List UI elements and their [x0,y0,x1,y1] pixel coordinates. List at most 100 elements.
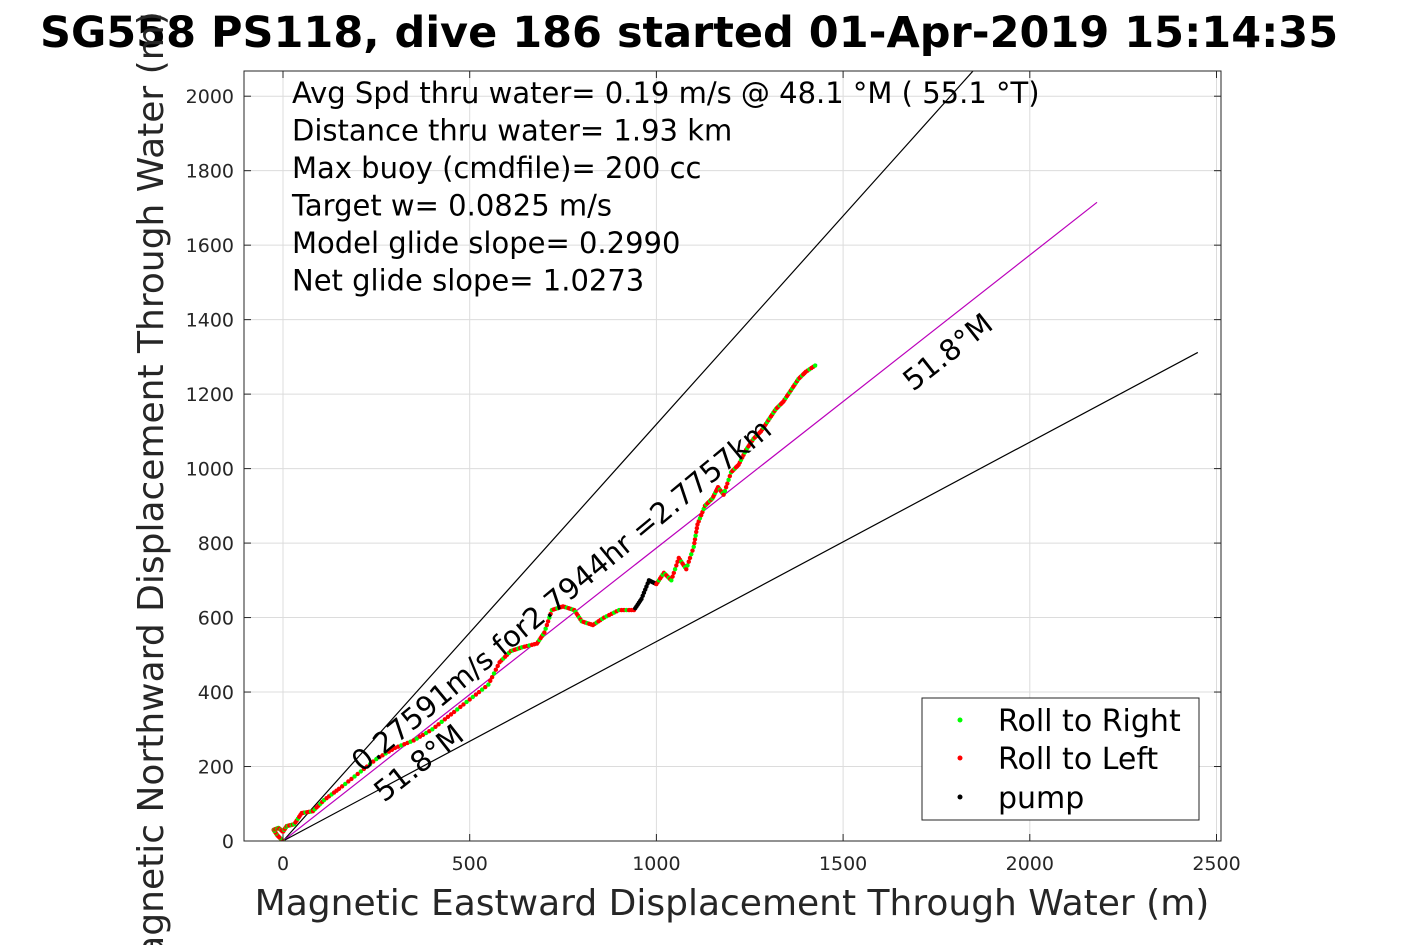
track-point [371,759,376,764]
legend-label-pump: pump [998,781,1084,816]
track-point [670,574,675,579]
track-point [722,488,728,494]
track-point [548,611,553,617]
track-point [364,764,370,769]
reference-line [282,351,1199,841]
track-point [488,678,493,684]
track-point [694,529,699,535]
plot-frame [243,70,1222,842]
track-point [361,766,367,772]
track-point [464,699,469,705]
track-point [451,709,457,715]
track-point [689,552,694,557]
track-point [448,712,454,717]
track-point [723,485,729,490]
track-point [721,492,726,497]
track-point [467,697,472,702]
track-point [674,563,679,568]
track-point [476,689,482,695]
x-tick-label: 0 [277,853,289,875]
track-point [458,704,463,710]
track-point [727,473,733,479]
y-tick-label: 1400 [186,310,234,332]
legend-box [921,697,1200,821]
track-point [693,533,698,538]
info-line: Max buoy (cmdfile)= 200 cc [292,151,701,185]
info-line: Avg Spd thru water= 0.19 m/s @ 48.1 °M (… [292,76,1040,110]
track-point [445,714,451,720]
track-point [495,663,500,669]
track-point [470,694,476,700]
x-tick-label: 500 [452,853,488,875]
y-tick-label: 0 [222,831,234,853]
y-tick-label: 1800 [186,161,234,183]
y-tick-label: 2000 [186,86,234,108]
info-line: Distance thru water= 1.93 km [292,114,732,148]
x-axis-title: Magnetic Eastward Displacement Through W… [255,883,1210,924]
y-axis-title: Magnetic Northward Displacement Through … [131,11,172,945]
reference-line [282,71,974,841]
info-line: Model glide slope= 0.2990 [292,226,680,260]
track-point [479,687,485,692]
track-point [672,566,678,572]
track-point [671,570,677,576]
y-tick-label: 400 [198,682,234,704]
track-point [692,540,697,546]
info-text: Avg Spd thru water= 0.19 m/s @ 48.1 °M (… [291,76,1040,298]
track-point [349,776,354,782]
track-point [686,559,691,564]
track-point [669,578,674,583]
y-tick-label: 1200 [186,384,234,406]
track-point [367,761,373,767]
track-point [726,477,731,482]
track-point [486,682,491,687]
chart-title: SG558 PS118, dive 186 started 01-Apr-201… [40,8,1338,58]
reference-line [282,201,1098,841]
track-point [346,779,351,784]
track-point [473,692,479,697]
x-tick-label: 1000 [632,853,680,875]
track-point [690,548,695,553]
info-line: Target w= 0.0825 m/s [291,189,612,223]
legend: Roll to Right Roll to Left pump [921,697,1200,821]
x-tick-label: 2000 [1006,853,1054,875]
track-point [545,619,551,624]
track-point [543,626,548,631]
y-tick-label: 600 [198,608,234,630]
track-point [542,630,547,635]
track-point [439,719,444,725]
track-point [436,722,441,727]
legend-marker-pump [957,794,963,800]
track-point [343,781,348,787]
track-point [430,727,435,732]
y-tick-label: 200 [198,757,234,779]
track-point [684,566,689,572]
track-point [355,771,360,777]
x-tick-label: 2500 [1192,853,1240,875]
track-point [691,544,696,550]
track-point [725,481,730,486]
y-tick-label: 800 [198,533,234,555]
x-tick-label: 1500 [819,853,867,875]
track [271,363,818,841]
y-tick-label: 1600 [186,235,234,257]
track-point [692,537,698,542]
track-point [685,563,690,568]
track-point [433,724,438,729]
track-point [694,525,700,531]
track-point [687,555,693,561]
track-point [544,622,550,628]
track-point [493,667,499,672]
legend-label-roll-left: Roll to Left [998,742,1158,777]
track-point [547,615,552,620]
legend-marker-roll-left [957,755,963,761]
legend-marker-roll-right [957,717,963,723]
info-line: Net glide slope= 1.0273 [292,264,644,298]
track-point [491,671,497,676]
ticks: 0 500 1000 1500 2000 2500 0 200 400 600 800 1000 120… [186,71,1241,875]
track-point [352,774,357,779]
track-point [339,784,345,789]
track-point [442,717,448,722]
